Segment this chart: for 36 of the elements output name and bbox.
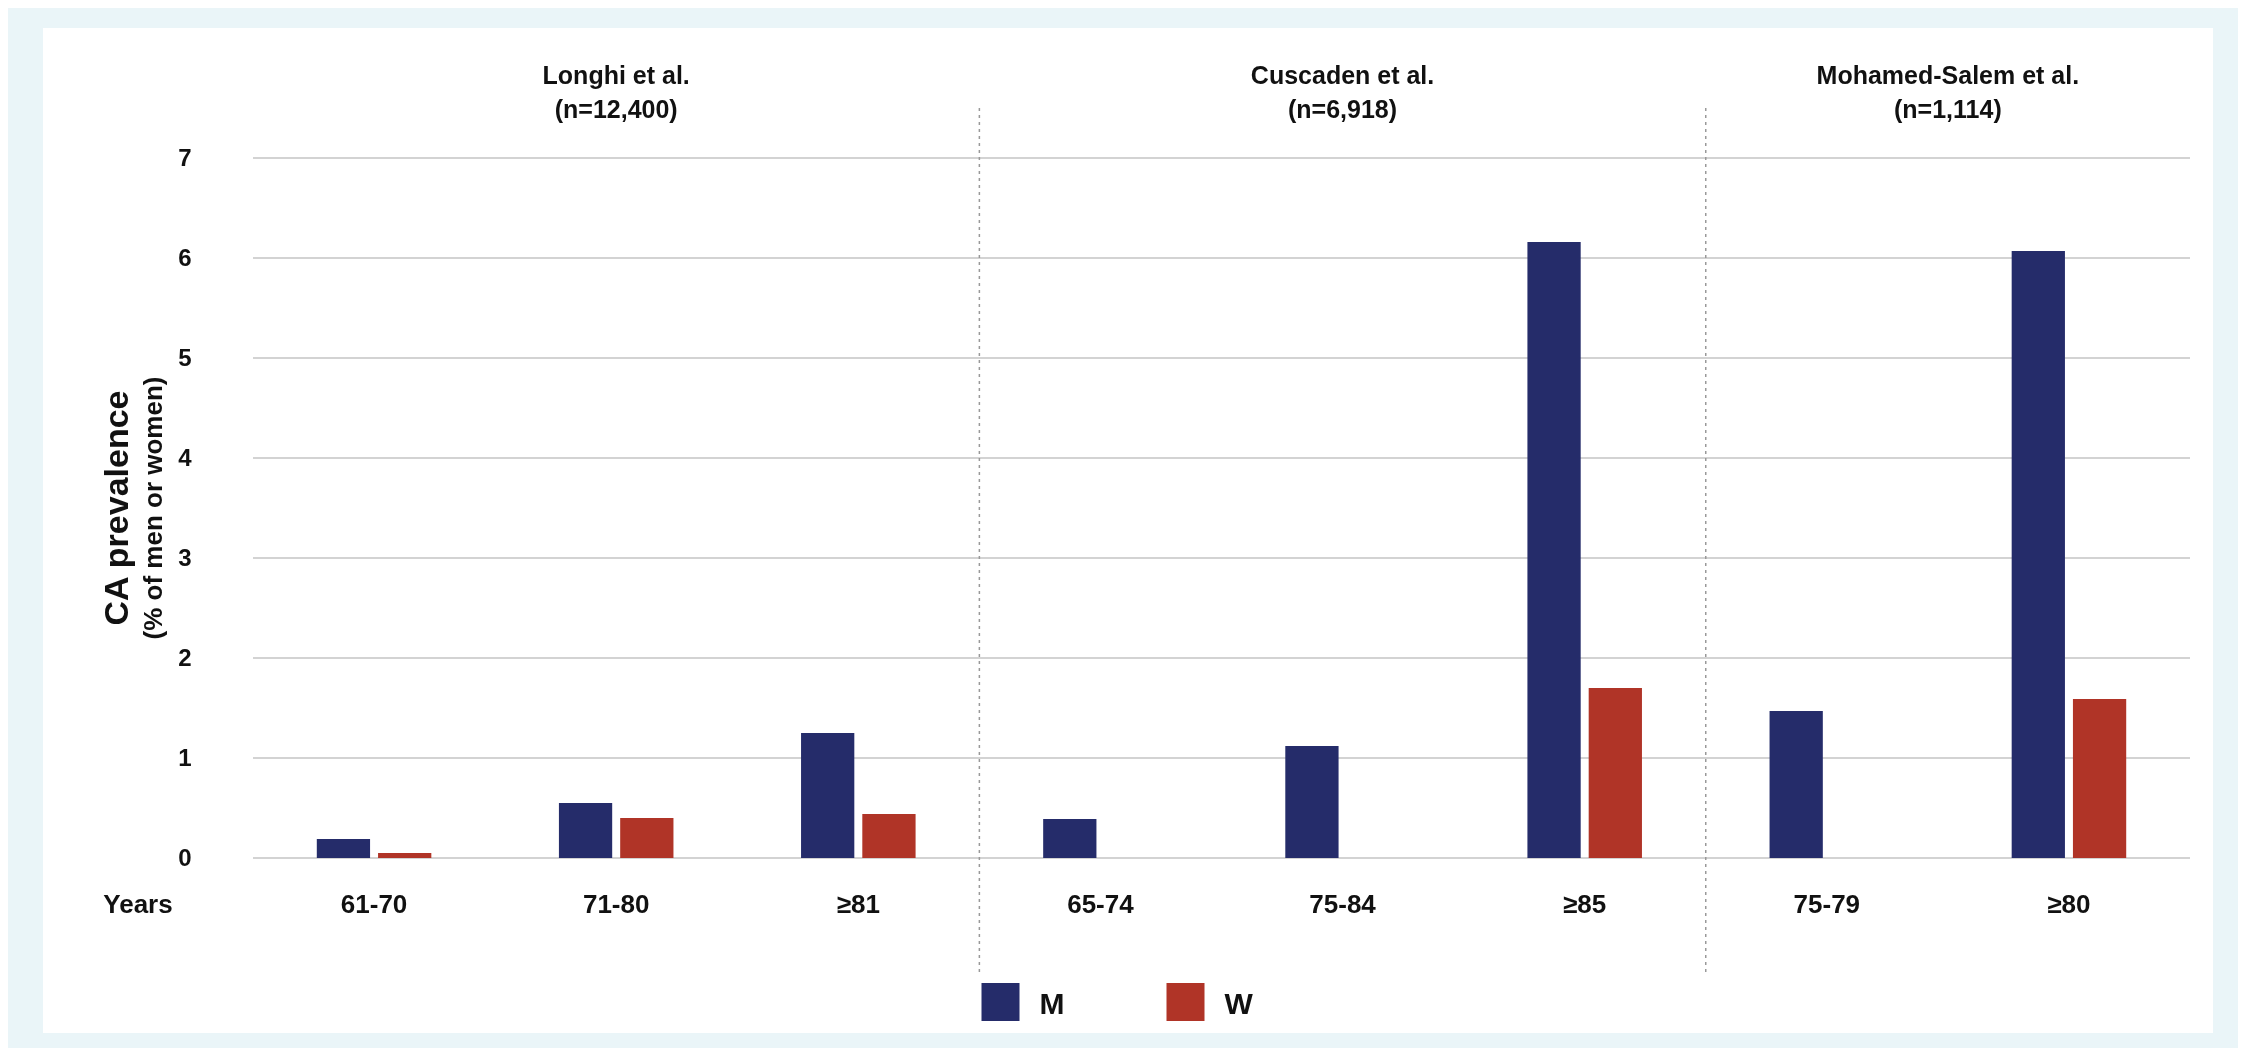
- bar: [558, 803, 613, 858]
- legend-label: M: [1039, 986, 1065, 1020]
- x-tick-label: ≥80: [2047, 889, 2091, 919]
- bar: [2072, 699, 2127, 858]
- text: Longhi et al. (n=12,400): [542, 61, 690, 123]
- bar: [316, 839, 371, 858]
- y-tick-label: 3: [178, 544, 192, 572]
- x-tick-label: 75-79: [1793, 889, 1861, 919]
- y-axis-title: CA prevalence (% of men or women): [97, 376, 168, 640]
- bar: [1588, 688, 1642, 858]
- y-tick-label: 4: [178, 444, 193, 472]
- x-tick-label: ≥85: [1563, 889, 1607, 919]
- bar: [378, 853, 432, 858]
- y-tick-label: 2: [178, 644, 192, 672]
- bar: [862, 814, 916, 858]
- bar: [1043, 819, 1097, 858]
- text: Cuscaden et al. (n=6,918): [1250, 61, 1435, 123]
- y-tick-label: 0: [178, 844, 192, 872]
- bar: [620, 818, 674, 858]
- bar: [1769, 711, 1823, 858]
- bar: [2011, 251, 2065, 858]
- bar: [1527, 242, 1581, 858]
- x-tick-label: ≥81: [836, 889, 880, 919]
- legend-label: W: [1224, 986, 1254, 1020]
- bar: [1285, 746, 1339, 858]
- y-tick-label: 5: [178, 344, 192, 372]
- x-tick-label: 65-74: [1067, 889, 1135, 919]
- y-tick-label: 6: [178, 244, 192, 272]
- y-tick-label: 1: [178, 744, 192, 772]
- bar: [801, 733, 855, 858]
- text: Mohamed-Salem et al. (n=1,114): [1816, 61, 2080, 123]
- y-tick-label: 7: [178, 144, 192, 172]
- x-tick-label: 75-84: [1309, 889, 1377, 919]
- x-axis-title: Years: [103, 889, 173, 919]
- x-tick-label: 61-70: [340, 889, 408, 919]
- x-tick-label: 71-80: [582, 889, 650, 919]
